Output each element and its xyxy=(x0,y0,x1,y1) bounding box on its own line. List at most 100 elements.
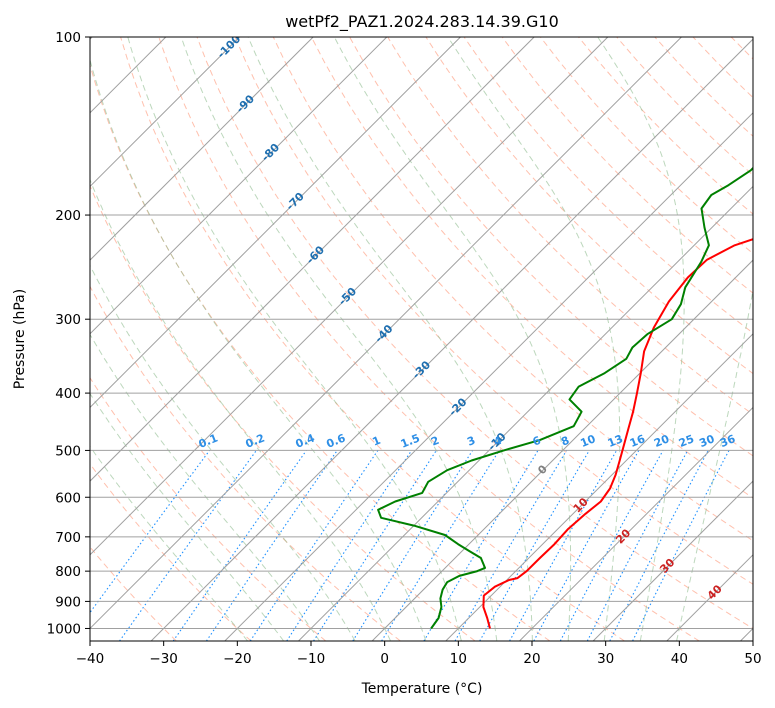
isotherms xyxy=(90,37,753,641)
dry-adiabat-line xyxy=(501,37,753,294)
x-tick-label: −40 xyxy=(76,651,105,667)
y-axis-label: Pressure (hPa) xyxy=(12,289,28,389)
line-labels: -100-90-80-70-60-50-40-30-20-100.1 0.2 0.4… xyxy=(197,37,738,602)
dry-adiabat-line xyxy=(349,37,753,457)
moist-adiabat-line xyxy=(90,58,427,641)
mixing-ratio-line xyxy=(286,450,413,641)
mixing-ratio-line xyxy=(586,450,689,641)
isotherm-line xyxy=(371,259,753,641)
mixing-ratio-value-label: 36 xyxy=(718,432,737,450)
moist-adiabat-line xyxy=(90,264,356,641)
mixing-ratio-value-label: 13 xyxy=(606,432,625,450)
isotherm-line xyxy=(445,333,753,641)
y-tick-label: 600 xyxy=(55,490,81,506)
dry-adiabat-line xyxy=(692,37,753,99)
y-tick-label: 200 xyxy=(55,208,81,224)
isotherm-value-label: -50 xyxy=(336,285,359,308)
mixing-ratio-line xyxy=(559,450,664,641)
x-tick-label: 10 xyxy=(450,651,467,667)
x-tick-label: −20 xyxy=(223,651,252,667)
y-tick-label: 100 xyxy=(55,30,81,46)
x-tick-label: 0 xyxy=(380,651,389,667)
mixing-ratio-value-label: 0.1 xyxy=(197,431,220,450)
isotherm-line xyxy=(90,37,461,409)
y-tick-label: 700 xyxy=(55,530,81,546)
moist-adiabat-line xyxy=(447,37,621,641)
isotherm-value-label: -20 xyxy=(446,395,469,418)
moist-adiabat-line xyxy=(247,37,533,641)
y-tick-label: 500 xyxy=(55,443,81,459)
warm-isotherm-value-label: 30 xyxy=(657,556,677,576)
isotherm-line xyxy=(90,37,609,556)
x-tick-label: 40 xyxy=(671,651,688,667)
dry-adiabat-line xyxy=(90,184,476,641)
mixing-ratio-line xyxy=(313,450,437,641)
isotherm-line xyxy=(592,480,753,641)
isotherm-line xyxy=(90,37,314,261)
plot-area: -100-90-80-70-60-50-40-30-20-100.1 0.2 0.4… xyxy=(90,37,753,641)
dry-adiabat-line xyxy=(654,37,753,137)
x-tick-label: 20 xyxy=(523,651,540,667)
moist-adiabats xyxy=(90,37,753,641)
y-tick-label: 300 xyxy=(55,312,81,328)
y-axis-ticks: 100 200 300 400 500 600 700 800 900 1000 xyxy=(47,30,90,637)
isotherm-line xyxy=(298,185,753,641)
isotherm-line xyxy=(740,627,753,641)
mixing-ratio-value-label: 16 xyxy=(628,432,647,450)
mixing-ratio-value-label: 25 xyxy=(677,432,696,450)
mixing-ratio-line xyxy=(172,450,307,641)
mixing-ratio-value-label: 1 xyxy=(371,434,383,449)
mixing-ratio-line xyxy=(352,450,474,641)
mixing-ratio-value-label: 8 xyxy=(559,434,571,449)
dry-adiabat-line xyxy=(158,37,700,641)
mixing-ratio-line xyxy=(381,450,500,641)
dry-adiabat-line xyxy=(463,37,753,334)
isotherm-line xyxy=(224,112,753,641)
x-tick-label: −30 xyxy=(149,651,178,667)
mixing-ratio-line xyxy=(90,450,211,614)
dry-adiabat-line xyxy=(310,37,753,499)
moist-adiabat-line xyxy=(90,333,320,641)
moist-adiabat-line xyxy=(180,37,498,641)
moist-adiabat-line xyxy=(676,287,753,641)
y-tick-label: 900 xyxy=(55,594,81,610)
plot-frame xyxy=(89,36,754,642)
x-tick-label: −10 xyxy=(297,651,326,667)
isotherm-line xyxy=(90,37,240,188)
isobars xyxy=(90,37,753,629)
dry-adiabat-line xyxy=(90,285,401,641)
mixing-ratio-value-label: 0.4 xyxy=(294,431,317,450)
dry-adiabat-line xyxy=(540,37,753,255)
warm-isotherm-value-label: 40 xyxy=(705,582,725,602)
mixing-ratio-value-label: 10 xyxy=(578,432,597,450)
y-tick-label: 800 xyxy=(55,564,81,580)
dewpoint-profile-line xyxy=(377,166,753,630)
x-axis-ticks: −40 −30 −20 −10 0 10 20 30 40 50 xyxy=(76,641,762,667)
dry-adiabat-line xyxy=(387,37,753,416)
dry-adiabat-line xyxy=(90,376,327,641)
isotherm-value-label: -70 xyxy=(284,190,307,213)
mixing-ratio-value-label: 3 xyxy=(465,434,477,449)
warm-isotherm-value-label: 0 xyxy=(535,462,550,477)
isotherm-value-label: -80 xyxy=(259,141,282,164)
moist-adiabat-line xyxy=(90,392,285,641)
dry-adiabat-line xyxy=(120,37,625,641)
dry-adiabat-line xyxy=(196,37,753,630)
mixing-ratio-line xyxy=(249,450,379,641)
y-tick-label: 1000 xyxy=(47,621,81,637)
isotherm-line xyxy=(90,37,682,630)
dry-adiabat-line xyxy=(272,37,753,542)
isotherm-line xyxy=(90,37,388,335)
mixing-ratio-value-label: 30 xyxy=(697,432,716,450)
isotherm-line xyxy=(150,38,753,641)
x-tick-label: 30 xyxy=(597,651,614,667)
isotherm-line xyxy=(90,37,535,482)
moist-adiabat-line xyxy=(127,37,462,641)
mixing-ratio-value-label: 20 xyxy=(652,432,671,450)
moist-adiabat-line xyxy=(90,445,248,641)
mixing-ratio-value-label: 2 xyxy=(429,434,441,449)
isotherm-line xyxy=(519,406,753,641)
profile-series xyxy=(377,166,753,630)
moist-adiabat-line xyxy=(333,37,572,641)
